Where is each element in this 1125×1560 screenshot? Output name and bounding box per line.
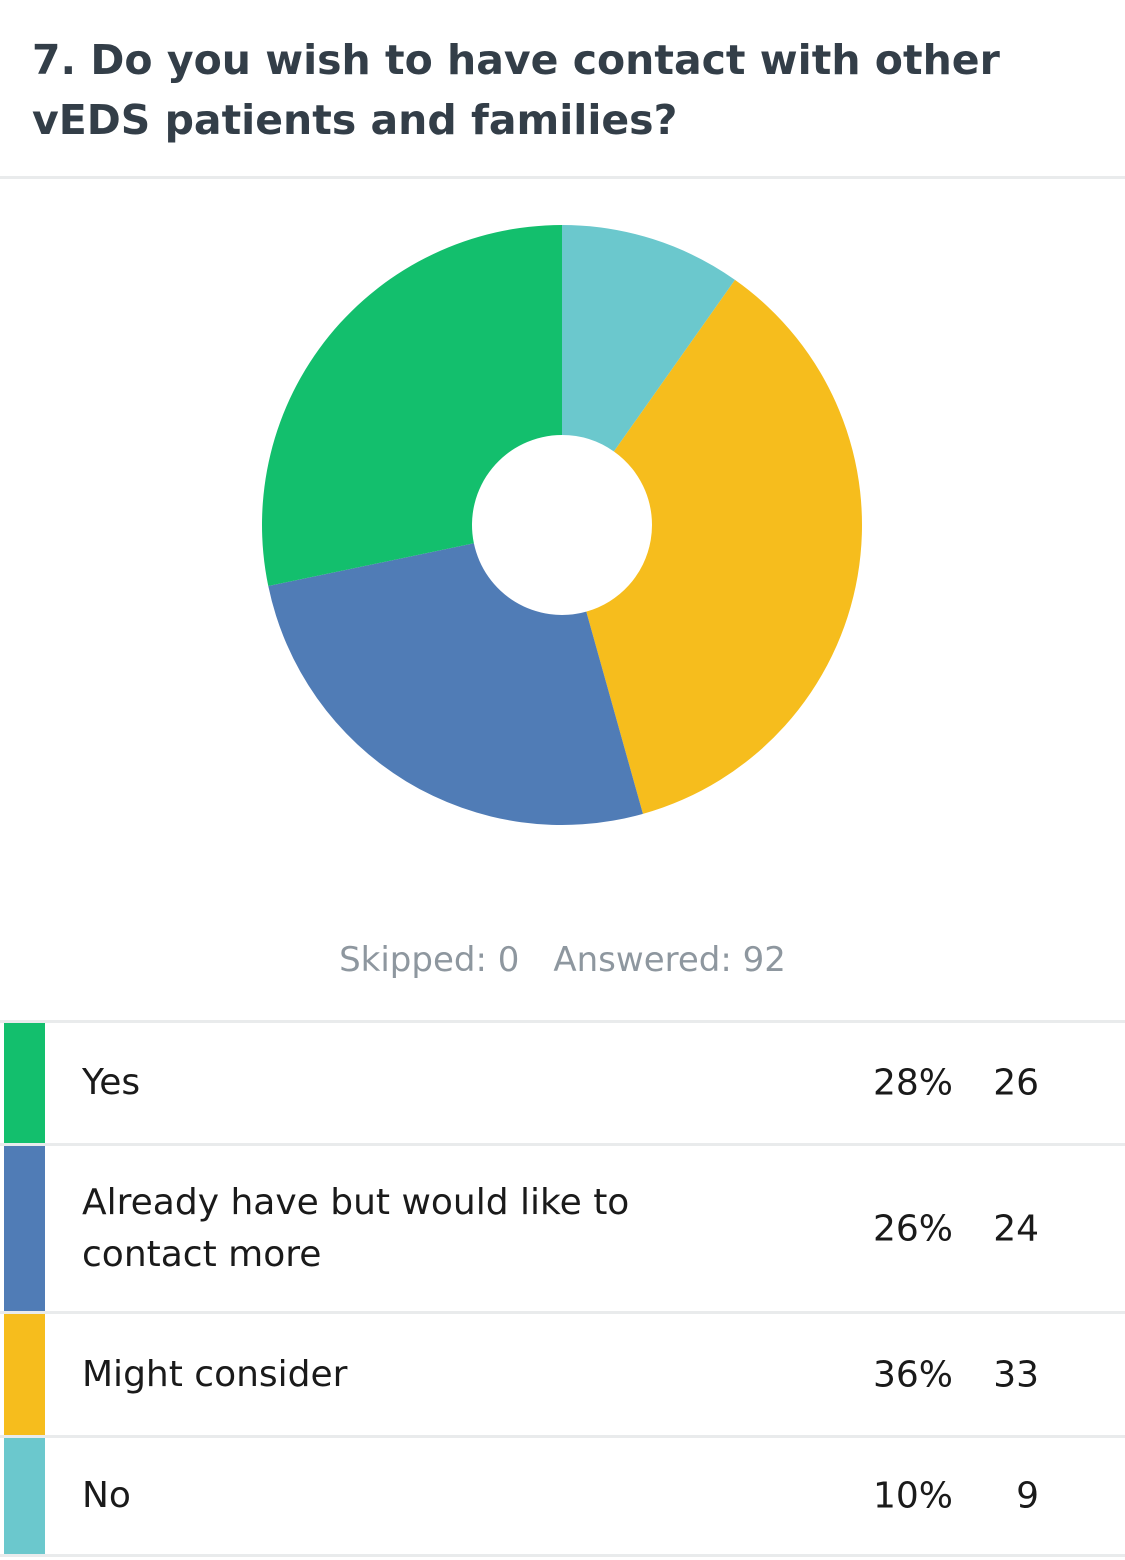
answer-label: Might consider xyxy=(82,1353,348,1395)
donut-slice-might-consider xyxy=(586,279,862,814)
donut-slice-yes xyxy=(262,225,562,587)
donut-slice-no xyxy=(562,225,736,452)
question-title: 7. Do you wish to have contact with othe… xyxy=(32,36,1000,144)
answer-percent: 36% xyxy=(872,1354,953,1395)
answer-count: 24 xyxy=(993,1208,1039,1249)
answer-label: Already have but would like to contact m… xyxy=(82,1181,630,1275)
answered-count: Answered: 92 xyxy=(553,940,786,980)
answer-percent: 28% xyxy=(872,1062,953,1104)
color-swatch xyxy=(4,1146,45,1311)
answer-label: No xyxy=(82,1475,131,1516)
answer-table: Yes 28% 26 Already have but would like t… xyxy=(0,1020,1125,1557)
table-row: Already have but would like to contact m… xyxy=(0,1143,1125,1311)
table-row: Yes 28% 26 xyxy=(0,1020,1125,1143)
answer-label: Yes xyxy=(82,1062,141,1103)
skipped-count: Skipped: 0 xyxy=(339,940,520,980)
color-swatch xyxy=(4,1314,45,1435)
table-row: Might consider 36% 33 xyxy=(0,1311,1125,1435)
header-divider xyxy=(0,176,1125,179)
answer-count: 26 xyxy=(993,1062,1039,1104)
color-swatch xyxy=(4,1023,45,1143)
table-row: No 10% 9 xyxy=(0,1435,1125,1557)
donut-chart xyxy=(262,225,862,825)
donut-slice-already-have-but-would-like-to-contact-more xyxy=(268,543,643,825)
answer-percent: 26% xyxy=(872,1208,953,1249)
answer-count: 33 xyxy=(993,1354,1039,1395)
color-swatch xyxy=(4,1438,45,1554)
response-summary: Skipped: 0 Answered: 92 xyxy=(0,940,1125,980)
answer-percent: 10% xyxy=(872,1475,953,1517)
answer-count: 9 xyxy=(1016,1475,1039,1517)
